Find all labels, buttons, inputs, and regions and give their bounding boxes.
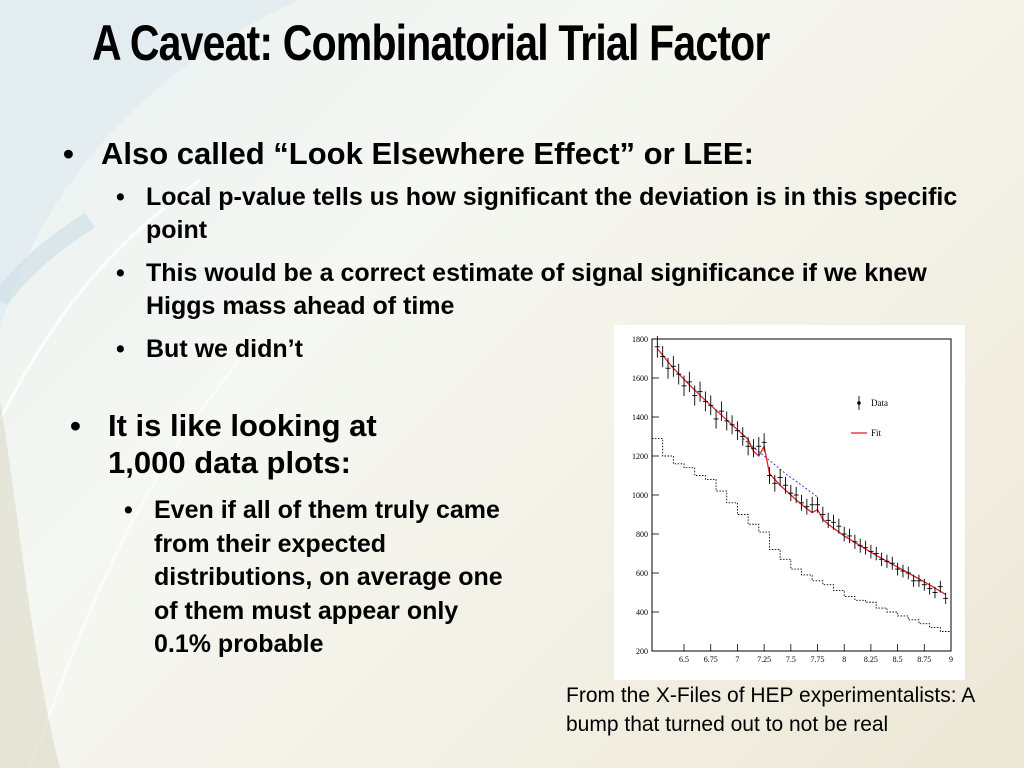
bullet-text: Local p-value tells us how significant t… — [146, 183, 958, 244]
x-tick-label: 9 — [949, 655, 953, 664]
bullet-text: But we didn’t — [146, 335, 303, 363]
y-tick-label: 1800 — [632, 335, 648, 344]
bullet-text: It is like looking at 1,000 data plots: — [108, 408, 377, 480]
histogram-chart: 200 400 600 800 1000 1200 1400 1600 1800 6.5 6.75 7… — [614, 325, 965, 680]
page-title: A Caveat: Combinatorial Trial Factor — [92, 15, 770, 71]
legend-fit-label: Fit — [871, 428, 882, 438]
chart-svg: 200 400 600 800 1000 1200 1400 1600 1800 6.5 6.75 7… — [632, 335, 953, 664]
x-tick-label: 7 — [735, 655, 739, 664]
y-tick-label: 200 — [636, 647, 648, 656]
y-tick-label: 400 — [636, 608, 648, 617]
bullet-text: This would be a correct estimate of sign… — [146, 259, 927, 320]
bullet-dot-icon: • — [63, 136, 74, 171]
x-tick-label: 8.75 — [917, 655, 931, 664]
y-tick-label: 1600 — [632, 374, 648, 383]
bullet-dot-icon: • — [116, 183, 125, 211]
x-tick-label: 8.25 — [864, 655, 878, 664]
x-tick-label: 7.25 — [757, 655, 771, 664]
x-tick-label: 7.5 — [786, 655, 796, 664]
bullet-dot-icon: • — [116, 259, 125, 287]
legend-data-label: Data — [871, 398, 888, 408]
background-fit-line — [742, 438, 818, 498]
chart-caption: From the X-Files of HEP experimentalists… — [566, 684, 975, 736]
y-tick-label: 1400 — [632, 413, 648, 422]
sub-bullet-even-if: • Even if all of them truly came from th… — [124, 494, 506, 662]
fit-line — [656, 348, 946, 596]
y-tick-label: 1200 — [632, 452, 648, 461]
bullet-dot-icon: • — [124, 496, 133, 524]
x-tick-label: 6.5 — [679, 655, 689, 664]
bullet-look-elsewhere: • Also called “Look Elsewhere Effect” or… — [63, 136, 754, 172]
x-tick-label: 8.5 — [893, 655, 903, 664]
secondary-histogram — [652, 438, 951, 632]
bullet-dot-icon: • — [116, 335, 125, 363]
legend-data-dot — [857, 401, 861, 405]
bullet-looking-at-plots: • It is like looking at 1,000 data plots… — [70, 407, 458, 481]
sub-bullet-correct-estimate: • This would be a correct estimate of si… — [116, 257, 976, 323]
bullet-dot-icon: • — [70, 408, 81, 443]
y-tick-label: 800 — [636, 530, 648, 539]
sub-bullet-we-didnt: • But we didn’t — [116, 333, 303, 366]
x-tick-label: 8 — [842, 655, 846, 664]
y-tick-label: 600 — [636, 569, 648, 578]
bullet-text: Even if all of them truly came from thei… — [154, 496, 503, 658]
y-tick-label: 1000 — [632, 491, 648, 500]
x-tick-label: 6.75 — [704, 655, 718, 664]
sub-bullet-local-pvalue: • Local p-value tells us how significant… — [116, 181, 996, 247]
bullet-text: Also called “Look Elsewhere Effect” or L… — [101, 136, 754, 171]
x-tick-label: 7.75 — [811, 655, 825, 664]
